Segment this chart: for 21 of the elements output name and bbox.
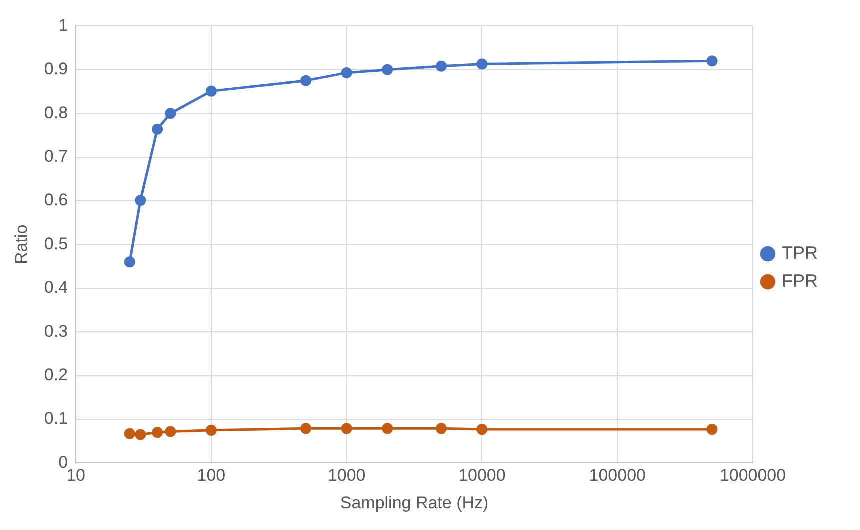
x-axis-title: Sampling Rate (Hz): [340, 493, 489, 512]
y-tick-label: 0.8: [44, 103, 68, 122]
y-tick-label: 0.5: [44, 234, 68, 254]
y-tick-label: 0: [58, 452, 68, 472]
y-tick-label: 0.6: [44, 190, 68, 210]
x-tick-label: 100: [197, 466, 226, 486]
legend-label: TPR: [782, 242, 818, 263]
y-tick-label: 1: [58, 16, 68, 35]
y-tick-label: 0.7: [44, 146, 68, 166]
y-tick-label: 0.1: [44, 409, 68, 428]
x-tick-label: 10000: [458, 466, 506, 486]
y-tick-label: 0.2: [44, 365, 68, 384]
x-tick-label: 1000000: [720, 466, 786, 486]
x-tick-label: 10: [66, 466, 86, 486]
y-tick-label: 0.4: [44, 278, 68, 298]
y-tick-label: 0.3: [44, 322, 68, 341]
y-tick-label: 0.9: [44, 60, 68, 79]
legend-label: FPR: [782, 270, 818, 291]
x-tick-label: 1000: [328, 466, 366, 486]
y-axis-title: Ratio: [12, 224, 31, 265]
x-tick-label: 100000: [589, 466, 646, 486]
